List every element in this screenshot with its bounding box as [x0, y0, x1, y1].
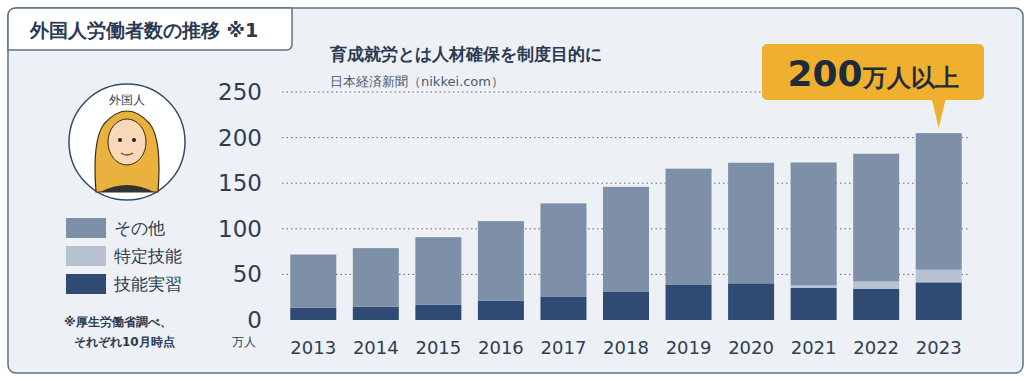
icon-label: 外国人 — [109, 93, 145, 107]
legend-label: その他 — [114, 218, 165, 238]
icon-circle — [69, 84, 185, 200]
bar-segment — [478, 301, 524, 320]
bar-segment — [290, 255, 336, 308]
bar-segment — [791, 288, 837, 320]
y-tick-label: 250 — [218, 79, 262, 105]
note: ※厚生労働省調べ、 — [64, 315, 172, 329]
bar-segment — [853, 282, 899, 289]
title: 外国人労働者数の推移 ※1 — [29, 19, 258, 41]
bar-segment — [290, 308, 336, 320]
x-tick-label: 2022 — [853, 337, 899, 358]
x-tick-label: 2018 — [603, 337, 649, 358]
bar-segment — [353, 307, 399, 320]
annotation: 200万人以上 — [787, 53, 958, 94]
bar-segment — [666, 285, 712, 320]
legend-label: 特定技能 — [114, 246, 182, 266]
bar-segment — [791, 285, 837, 288]
y-axis-label: 万人 — [232, 335, 256, 349]
bar-segment — [415, 237, 461, 304]
bar-segment — [478, 221, 524, 301]
icon-face — [108, 119, 146, 165]
bars — [290, 133, 961, 320]
y-tick-label: 100 — [218, 216, 262, 242]
y-tick-label: 200 — [218, 125, 262, 151]
legend-swatch — [66, 274, 106, 294]
panel — [8, 8, 1023, 373]
bar-segment — [540, 296, 586, 320]
legend-swatch — [66, 218, 106, 238]
callout-box — [762, 44, 984, 100]
x-tick-label: 2013 — [290, 337, 336, 358]
callout-pointer — [932, 99, 946, 128]
icon-shirt — [100, 185, 154, 192]
icon — [69, 84, 185, 200]
bar-segment — [916, 270, 962, 283]
bar-segment — [666, 169, 712, 285]
bar-segment — [603, 187, 649, 292]
note: それぞれ10月時点 — [74, 335, 175, 349]
bar-segment — [916, 282, 962, 320]
bar-segment — [728, 163, 774, 284]
y-tick-label: 50 — [233, 261, 262, 287]
bar-segment — [791, 162, 837, 285]
legend: その他特定技能技能実習 — [66, 218, 182, 294]
source: 日本経済新聞（nikkei.com） — [330, 74, 504, 89]
x-tick-label: 2019 — [666, 337, 712, 358]
bar-segment — [916, 133, 962, 270]
icon-eye — [132, 138, 136, 142]
x-tick-label: 2023 — [916, 337, 962, 358]
icon-eye — [118, 138, 122, 142]
subtitle: 育成就労とは人材確保を制度目的に — [329, 44, 602, 64]
bar-segment — [540, 203, 586, 296]
icon-mouth — [121, 153, 133, 155]
chart: 外国人労働者数の推移 ※1 育成就労とは人材確保を制度目的に日本経済新聞（nikk… — [0, 0, 1031, 381]
bar-segment — [353, 248, 399, 307]
bar-segment — [728, 283, 774, 320]
x-tick-label: 2021 — [791, 337, 837, 358]
x-tick-label: 2014 — [353, 337, 399, 358]
bar-segment — [853, 289, 899, 320]
callout: 200万人以上 — [762, 44, 984, 128]
legend-label: 技能実習 — [113, 274, 182, 294]
y-tick-label: 0 — [247, 307, 262, 333]
y-tick-label: 150 — [218, 170, 262, 196]
x-tick-label: 2020 — [728, 337, 774, 358]
title-tab — [8, 8, 292, 50]
x-tick-label: 2016 — [478, 337, 524, 358]
bar-segment — [415, 305, 461, 320]
legend-swatch — [66, 246, 106, 266]
x-tick-label: 2015 — [415, 337, 461, 358]
x-tick-label: 2017 — [541, 337, 587, 358]
bar-segment — [853, 154, 899, 282]
icon-hijab — [95, 111, 159, 192]
bar-segment — [603, 292, 649, 320]
grid-line — [282, 137, 970, 138]
